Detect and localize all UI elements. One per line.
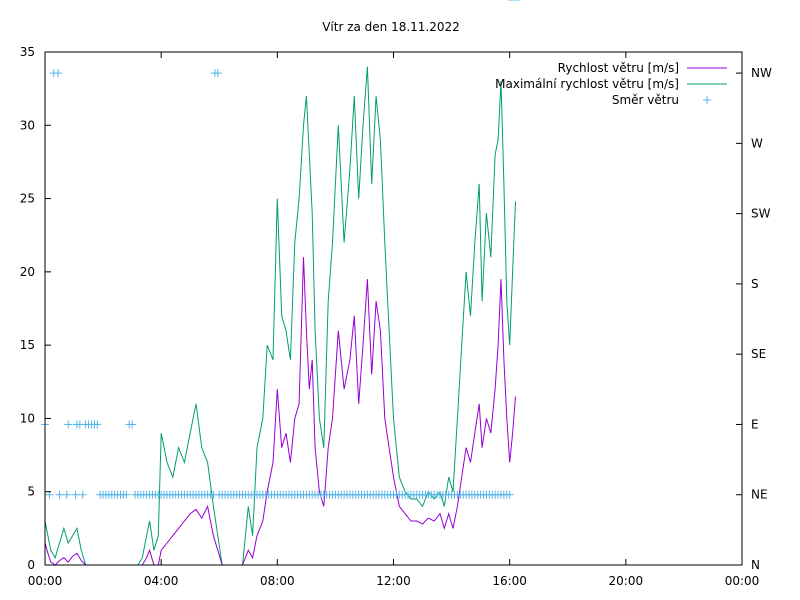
legend-swatch-direction <box>703 96 711 104</box>
direction-point <box>213 69 222 78</box>
direction-point <box>93 420 102 429</box>
direction-point <box>64 420 73 429</box>
direction-point <box>78 490 87 499</box>
y2-tick-label: SE <box>751 347 766 361</box>
y2-tick-label: N <box>751 558 760 572</box>
direction-point <box>71 490 80 499</box>
direction-point <box>505 490 514 499</box>
chart-title: Vítr za den 18.11.2022 <box>322 20 460 34</box>
y-tick-label: 20 <box>20 265 35 279</box>
y2-tick-label: E <box>751 417 759 431</box>
legend: Rychlost větru [m/s] Maximální rychlost … <box>495 61 727 107</box>
y-tick-label: 35 <box>20 45 35 59</box>
direction-point <box>122 490 131 499</box>
x-tick-label: 04:00 <box>144 574 179 588</box>
y-tick-label: 15 <box>20 338 35 352</box>
x-tick-label: 16:00 <box>492 574 527 588</box>
series-layer <box>41 0 520 566</box>
y2-tick-label: NW <box>751 66 772 80</box>
x-tick-label: 08:00 <box>260 574 295 588</box>
axis-layer: 00:00 04:00 08:00 12:00 16:00 20:00 00:00 0 5 10 1… <box>20 45 772 588</box>
y-tick-label: 5 <box>27 485 35 499</box>
y2-tick-label: NE <box>751 488 768 502</box>
y-tick-label: 0 <box>27 558 35 572</box>
y2-tick-label: W <box>751 136 763 150</box>
y-tick-label: 10 <box>20 411 35 425</box>
x-tick-label: 12:00 <box>376 574 411 588</box>
y-tick-label: 25 <box>20 192 35 206</box>
direction-point <box>62 490 71 499</box>
direction-point <box>54 69 63 78</box>
x-tick-label: 00:00 <box>28 574 63 588</box>
y-tick-label: 30 <box>20 118 35 132</box>
series-line-speed <box>44 257 516 566</box>
direction-point <box>128 420 137 429</box>
y2-tick-label: SW <box>751 207 771 221</box>
direction-point <box>55 490 64 499</box>
series-line-max-speed <box>44 66 516 566</box>
legend-label-max-speed: Maximální rychlost větru [m/s] <box>495 77 679 91</box>
y2-tick-label: S <box>751 277 759 291</box>
x-tick-label: 00:00 <box>725 574 760 588</box>
x-tick-label: 20:00 <box>609 574 644 588</box>
legend-label-direction: Směr větru <box>612 93 679 107</box>
plot-frame <box>44 51 743 566</box>
legend-label-speed: Rychlost větru [m/s] <box>558 61 679 75</box>
